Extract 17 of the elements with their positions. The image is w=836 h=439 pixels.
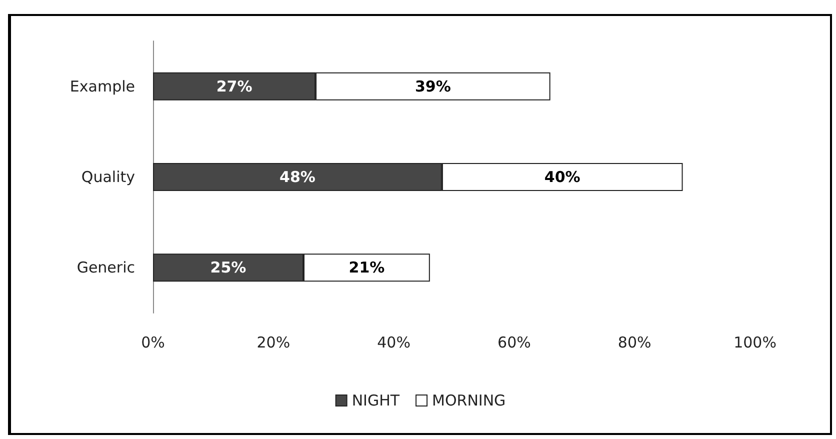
- data-label: 40%: [544, 168, 580, 186]
- legend-label: MORNING: [432, 392, 506, 410]
- data-label: 21%: [348, 258, 385, 277]
- y-tick-label: Quality: [81, 168, 136, 186]
- x-tick-label: 0%: [141, 334, 165, 352]
- x-tick-label: 20%: [256, 334, 290, 352]
- legend-label: NIGHT: [352, 392, 400, 410]
- y-tick-label: Example: [70, 77, 135, 96]
- data-label: 48%: [280, 168, 316, 186]
- data-label: 39%: [414, 77, 451, 96]
- x-tick-label: 40%: [377, 334, 410, 352]
- x-tick-label: 80%: [618, 334, 652, 352]
- y-tick-label: Generic: [76, 258, 135, 277]
- x-tick-label: 100%: [734, 334, 776, 352]
- data-label: 27%: [216, 77, 252, 96]
- x-tick-label: 60%: [498, 334, 531, 352]
- data-label: 25%: [210, 258, 246, 277]
